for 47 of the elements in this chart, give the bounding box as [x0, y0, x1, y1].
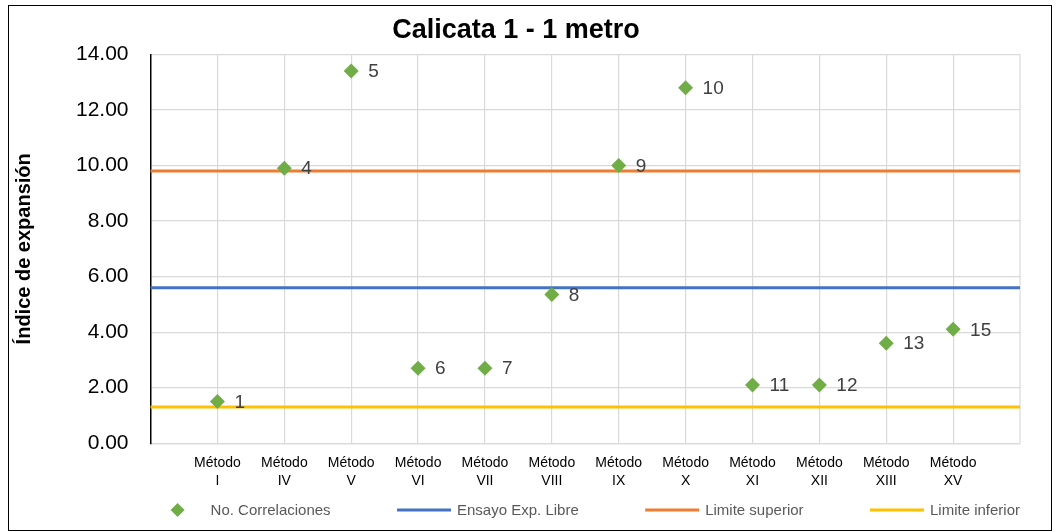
annotation: 15: [970, 318, 992, 340]
point: [477, 360, 493, 376]
y-axis-title: Índice de expansión: [11, 153, 34, 345]
legend-label: Limite superior: [705, 501, 804, 519]
y-tick-label: 10.00: [75, 152, 129, 176]
annotation: 10: [702, 76, 724, 98]
chart-title: Calicata 1 - 1 metro: [392, 13, 640, 44]
point: [209, 394, 225, 410]
y-tick-label: 4.00: [87, 318, 129, 342]
x-tick-label: Método V: [327, 453, 375, 489]
y-tick-label: 8.00: [87, 207, 129, 231]
x-tick-label: Método XIII: [862, 453, 910, 489]
annotation: 13: [903, 332, 925, 354]
y-tick-label: 12.00: [75, 96, 129, 120]
point: [811, 377, 827, 393]
y-tick-label: 0.00: [87, 430, 129, 453]
point: [611, 157, 627, 173]
x-tick-label: Método IV: [260, 453, 308, 489]
y-tick-label: 14.00: [75, 41, 129, 65]
annotation: 6: [435, 357, 446, 379]
x-tick-label: Método VII: [461, 453, 509, 489]
point: [343, 63, 359, 79]
y-tick-label: 6.00: [87, 263, 129, 287]
legend-label: No. Correlaciones: [210, 501, 331, 519]
point: [878, 335, 894, 351]
x-tick-label: Método XV: [929, 453, 977, 489]
x-tick-label: Método XII: [796, 453, 843, 489]
x-tick-label: Método IX: [595, 453, 643, 489]
point: [544, 287, 560, 303]
point: [410, 360, 426, 376]
x-tick-label: Método I: [194, 453, 241, 489]
x-tick-label: Método VIII: [528, 453, 576, 489]
point: [678, 80, 694, 96]
legend-label: Ensayo Exp. Libre: [457, 501, 579, 519]
y-tick-label: 2.00: [87, 374, 129, 398]
annotation: 8: [568, 283, 580, 305]
annotation: 5: [368, 60, 379, 82]
point: [945, 321, 961, 337]
point: [744, 377, 760, 393]
x-tick-label: Método X: [662, 453, 710, 489]
x-tick-label: Método VI: [394, 453, 442, 489]
annotation: 11: [769, 374, 790, 396]
annotation: 12: [836, 374, 858, 396]
point: [276, 160, 292, 176]
legend-label: Limite inferior: [929, 501, 1020, 519]
x-tick-label: Método XI: [729, 453, 777, 489]
annotation: 7: [501, 357, 513, 379]
